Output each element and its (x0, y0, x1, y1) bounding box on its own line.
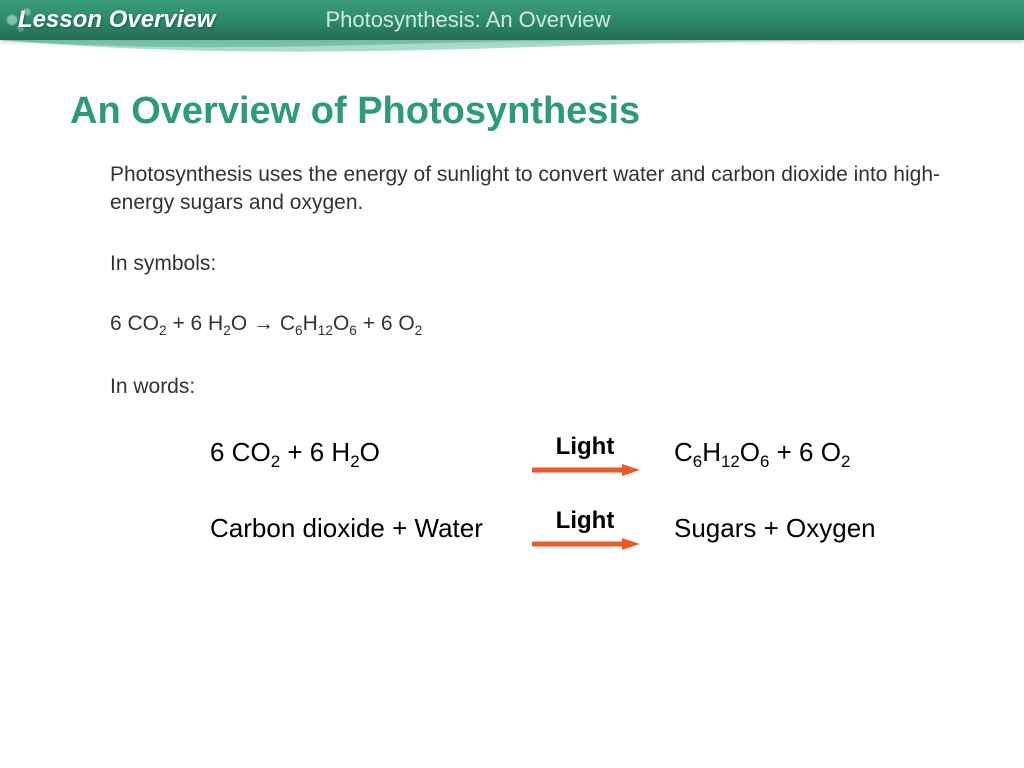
eq2-reactants: Carbon dioxide + Water (210, 513, 520, 544)
symbols-equation: 6 CO2 + 6 H2O → C6H12O6 + 6 O2 (110, 310, 954, 341)
light-label-2: Light (556, 507, 615, 535)
slide-content: An Overview of Photosynthesis Photosynth… (0, 40, 1024, 611)
header-curve (0, 40, 1024, 60)
slide-title: An Overview of Photosynthesis (70, 90, 954, 133)
header-subtitle: Photosynthesis: An Overview (325, 7, 610, 33)
eq1-reactants: 6 CO2 + 6 H2O (210, 437, 520, 472)
arrow-icon (530, 537, 640, 551)
in-words-label: In words: (110, 373, 954, 401)
lesson-overview-label: Lesson Overview (18, 6, 215, 34)
equation-row-words: Carbon dioxide + Water Light Sugars + Ox… (210, 507, 954, 551)
in-symbols-label: In symbols: (110, 250, 954, 278)
header-bar: Lesson Overview Photosynthesis: An Overv… (0, 0, 1024, 40)
equation-diagram: 6 CO2 + 6 H2O Light C6H12O6 + 6 O2 Carbo… (210, 433, 954, 551)
arrow-icon (530, 463, 640, 477)
eq2-arrow-cell: Light (520, 507, 650, 551)
eq1-arrow-cell: Light (520, 433, 650, 477)
equation-row-symbols: 6 CO2 + 6 H2O Light C6H12O6 + 6 O2 (210, 433, 954, 477)
light-label-1: Light (556, 433, 615, 461)
intro-paragraph: Photosynthesis uses the energy of sunlig… (110, 161, 954, 218)
eq1-products: C6H12O6 + 6 O2 (674, 437, 850, 472)
eq2-products: Sugars + Oxygen (674, 513, 876, 544)
